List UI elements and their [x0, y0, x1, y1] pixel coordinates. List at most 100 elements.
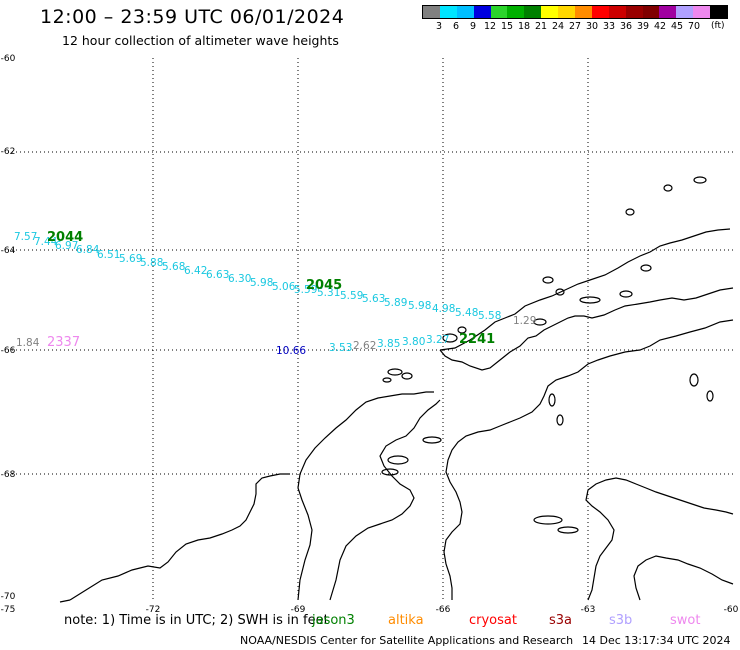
wave-label: 7.44 — [34, 236, 58, 248]
pass-time-labels: 2044 2045 2337 2241 — [47, 230, 495, 350]
wave-label: 3.27 — [426, 334, 449, 346]
colorbar-tick-label: 21 — [534, 21, 548, 32]
colorbar-tick-label: 18 — [517, 21, 531, 32]
legend-swot: swot — [670, 613, 701, 628]
wave-label: 5.63 — [362, 293, 385, 305]
wave-label: 4.98 — [432, 303, 455, 315]
colorbar-swatch — [575, 6, 592, 18]
lon-label: -69 — [291, 605, 306, 615]
wave-label: 5.59 — [340, 290, 363, 302]
colorbar-tick-label: 36 — [619, 21, 633, 32]
colorbar-tick-label: 15 — [500, 21, 514, 32]
lon-label: -72 — [146, 605, 161, 615]
graticule — [8, 58, 733, 602]
colorbar-swatch — [659, 6, 677, 18]
colorbar-swatch — [608, 6, 626, 18]
wave-label: 5.98 — [250, 277, 273, 289]
colorbar-swatch — [558, 6, 576, 18]
colorbar-tick-label: 27 — [568, 21, 582, 32]
wave-label: 5.58 — [478, 310, 501, 322]
time-label: 2044 — [47, 230, 83, 245]
colorbar-tick-label: 6 — [452, 21, 460, 32]
colorbar-tick-label: 24 — [551, 21, 565, 32]
wave-label: 5.68 — [162, 261, 185, 273]
legend-jason3: jason3 — [312, 613, 355, 628]
map-frame — [8, 58, 733, 602]
legend-s3b: s3b — [609, 613, 633, 628]
wave-label: 6.51 — [97, 249, 120, 261]
colorbar-swatch — [439, 6, 457, 18]
lat-label: -64 — [1, 246, 16, 256]
lat-label: -62 — [1, 147, 16, 157]
wave-label: 3.80 — [402, 336, 425, 348]
colorbar-swatch — [693, 6, 711, 18]
wave-label: 1.84 — [16, 337, 40, 349]
lon-label: -66 — [436, 605, 451, 615]
time-label: 2241 — [459, 332, 495, 347]
wave-label: 5.98 — [408, 300, 431, 312]
colorbar-swatch — [710, 6, 728, 18]
colorbar-swatch — [507, 6, 525, 18]
lat-label: -70 — [1, 592, 16, 602]
wave-label: 10.66 — [276, 345, 306, 357]
latitude-labels: -60 -62 -64 -66 -68 -70 — [1, 54, 16, 602]
footer-credit: NOAA/NESDIS Center for Satellite Applica… — [240, 634, 574, 647]
colorbar-swatch — [473, 6, 491, 18]
colorbar-tick-label: 33 — [602, 21, 616, 32]
colorbar-tick-label: 42 — [653, 21, 667, 32]
lat-label: -68 — [1, 470, 16, 480]
footer-note: note: 1) Time is in UTC; 2) SWH is in fe… — [64, 613, 329, 628]
lon-label: -75 — [1, 605, 16, 615]
wave-label: 3.53 — [329, 342, 352, 354]
colorbar-swatch — [524, 6, 542, 18]
colorbar-tick-label: 12 — [483, 21, 497, 32]
wave-label: 6.84 — [76, 244, 100, 256]
coastline — [59, 176, 734, 603]
wave-label: 5.06 — [272, 281, 296, 293]
map-title: 12:00 – 23:59 UTC 06/01/2024 — [40, 6, 345, 28]
colorbar-swatch — [591, 6, 609, 18]
wave-label: 1.29 — [513, 315, 536, 327]
colorbar-swatch — [456, 6, 474, 18]
colorbar-unit: (ft) — [711, 21, 725, 31]
colorbar-tick-label: 39 — [636, 21, 650, 32]
wave-label: 7.57 — [14, 231, 37, 243]
colorbar-labels: 3 6 9 12 15 18 21 24 27 30 33 36 39 42 45 70 — [422, 21, 728, 33]
colorbar-swatch — [423, 6, 440, 18]
lat-label: -66 — [1, 346, 16, 356]
time-label: 2337 — [47, 335, 80, 350]
lat-label: -60 — [1, 54, 16, 64]
legend-altika: altika — [388, 613, 424, 628]
wave-label: 6.63 — [206, 269, 229, 281]
colorbar-tick-label: 70 — [687, 21, 701, 32]
lon-label: -60 — [724, 605, 739, 615]
legend-s3a: s3a — [549, 613, 573, 628]
colorbar-swatch — [541, 6, 559, 18]
wave-label: 5.59 — [294, 284, 317, 296]
colorbar-swatch — [490, 6, 508, 18]
wave-label: 5.88 — [140, 257, 163, 269]
colorbar-tick-label: 30 — [585, 21, 599, 32]
wave-height-labels: 7.57 7.44 6.97 6.84 6.51 5.69 5.88 5.68 … — [14, 231, 536, 357]
wave-label: 5.48 — [455, 307, 478, 319]
wave-label: 6.97 — [55, 240, 78, 252]
longitude-labels: -75 -72 -69 -66 -63 -60 — [1, 605, 739, 615]
wave-label: 3.85 — [377, 338, 400, 350]
wave-label: 6.42 — [184, 265, 207, 277]
wave-label: 5.31 — [317, 287, 340, 299]
colorbar-swatch — [625, 6, 643, 18]
map-subtitle: 12 hour collection of altimeter wave hei… — [62, 33, 339, 48]
footer-timestamp: 14 Dec 13:17:34 UTC 2024 — [582, 634, 731, 647]
time-label: 2045 — [306, 278, 342, 293]
colorbar-swatch — [642, 6, 660, 18]
colorbar-tick-label: 45 — [670, 21, 684, 32]
legend-cryosat: cryosat — [469, 613, 517, 628]
lon-label: -63 — [581, 605, 596, 615]
colorbar-tick-label: 9 — [469, 21, 477, 32]
wave-label: 2.62 — [353, 340, 376, 352]
colorbar-tick-label: 3 — [435, 21, 443, 32]
wave-label: 6.30 — [228, 273, 251, 285]
wave-label: 5.69 — [119, 253, 142, 265]
colorbar-swatch — [676, 6, 694, 18]
